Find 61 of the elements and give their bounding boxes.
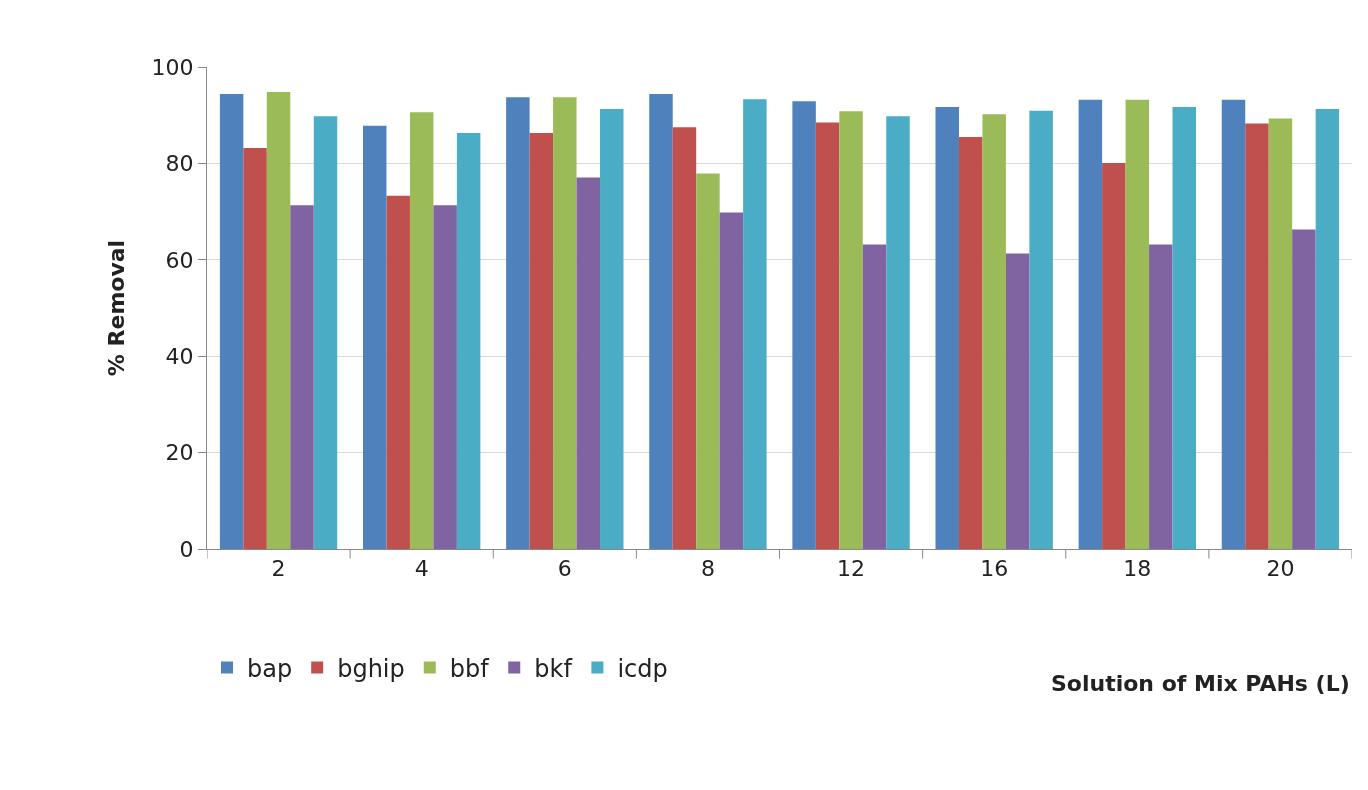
bar <box>886 116 910 549</box>
bar <box>219 93 244 549</box>
bar <box>839 111 863 549</box>
bar <box>1078 99 1103 549</box>
bar <box>243 147 267 549</box>
bar <box>386 195 410 549</box>
bar <box>506 97 530 549</box>
x-tick-label: 4 <box>414 556 429 582</box>
x-tick-label: 16 <box>980 556 1009 582</box>
bar <box>1315 108 1340 549</box>
bar <box>576 177 601 549</box>
x-tick-label: 12 <box>837 556 866 582</box>
bar <box>1029 110 1053 549</box>
bar <box>649 93 673 549</box>
bar <box>456 133 481 549</box>
bar <box>1149 244 1173 549</box>
bar <box>1125 99 1150 549</box>
bar <box>815 122 840 549</box>
x-tick-label: 2 <box>271 556 286 582</box>
bar <box>266 92 291 549</box>
bar <box>935 107 959 549</box>
y-tick-label: 80 <box>165 151 194 177</box>
x-axis-title: Solution of Mix PAHs (L) <box>1051 671 1350 696</box>
y-tick-label: 100 <box>151 54 194 80</box>
x-tick-label: 20 <box>1266 556 1295 582</box>
bar <box>290 205 314 549</box>
bar <box>1221 99 1246 549</box>
y-tick-label: 60 <box>165 247 194 273</box>
bar <box>529 133 554 549</box>
bar <box>672 127 697 549</box>
bar <box>719 212 744 549</box>
x-tick-label: 8 <box>700 556 715 582</box>
y-axis-title: % Removal <box>104 239 130 377</box>
bar <box>363 125 387 549</box>
y-tick-label: 20 <box>165 440 194 466</box>
y-tick-label: 40 <box>165 343 194 369</box>
x-tick-label: 18 <box>1123 556 1152 582</box>
bar <box>1102 162 1126 549</box>
bar <box>313 116 338 549</box>
legend-label: bghip <box>337 654 405 683</box>
bar <box>553 97 577 549</box>
bar <box>600 108 624 549</box>
bar <box>862 244 887 549</box>
legend-label: bbf <box>449 654 490 683</box>
bar <box>743 99 767 549</box>
x-tick-label: 6 <box>557 556 572 582</box>
y-tick-label: 0 <box>179 536 194 562</box>
bar <box>433 205 457 549</box>
bar <box>1172 107 1196 549</box>
legend-label: icdp <box>617 654 668 683</box>
bar <box>1245 123 1269 549</box>
bar <box>958 136 983 549</box>
bar <box>1292 229 1316 549</box>
legend-label: bap <box>247 654 293 683</box>
bar <box>1005 253 1030 549</box>
bar <box>696 173 720 549</box>
bar <box>1268 118 1293 549</box>
bar <box>982 114 1006 549</box>
bar <box>409 112 434 549</box>
bar <box>792 101 816 549</box>
legend-label: bkf <box>534 654 573 683</box>
